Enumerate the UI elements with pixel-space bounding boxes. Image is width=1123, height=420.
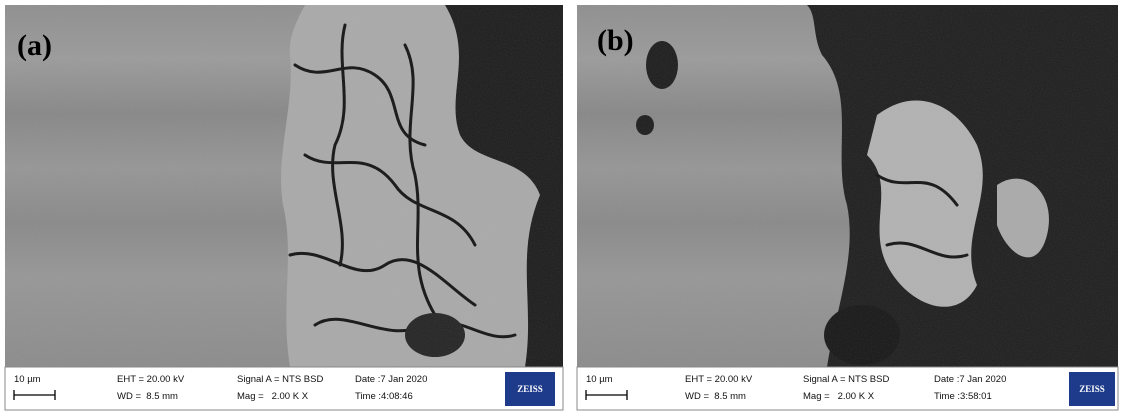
- panel-label: (a): [17, 29, 52, 62]
- figure: (a) 10 µm EHT = 20.00 kV WD = 8.5 mm Sig…: [0, 0, 1123, 420]
- eht: EHT = 20.00 kV: [685, 374, 753, 385]
- panel-label: (b): [597, 24, 634, 57]
- panel-b: (b) 10 µm EHT = 20.00 kV WD = 8.5 mm Sig…: [577, 5, 1118, 410]
- time: Time :4:08:46: [355, 391, 413, 402]
- date: Date :7 Jan 2020: [934, 374, 1006, 385]
- signal: Signal A = NTS BSD: [803, 374, 889, 385]
- mag: Mag = 2.00 K X: [237, 391, 309, 402]
- logo: ZEISS: [1079, 384, 1105, 394]
- scale-bar-label: 10 µm: [14, 374, 41, 385]
- signal: Signal A = NTS BSD: [237, 374, 323, 385]
- date: Date :7 Jan 2020: [355, 374, 427, 385]
- wd: WD = 8.5 mm: [117, 391, 178, 402]
- panel-a: (a) 10 µm EHT = 20.00 kV WD = 8.5 mm Sig…: [5, 5, 563, 410]
- eht: EHT = 20.00 kV: [117, 374, 185, 385]
- scale-bar-label: 10 µm: [586, 374, 613, 385]
- mag: Mag = 2.00 K X: [803, 391, 875, 402]
- logo: ZEISS: [517, 384, 543, 394]
- time: Time :3:58:01: [934, 391, 992, 402]
- wd: WD = 8.5 mm: [685, 391, 746, 402]
